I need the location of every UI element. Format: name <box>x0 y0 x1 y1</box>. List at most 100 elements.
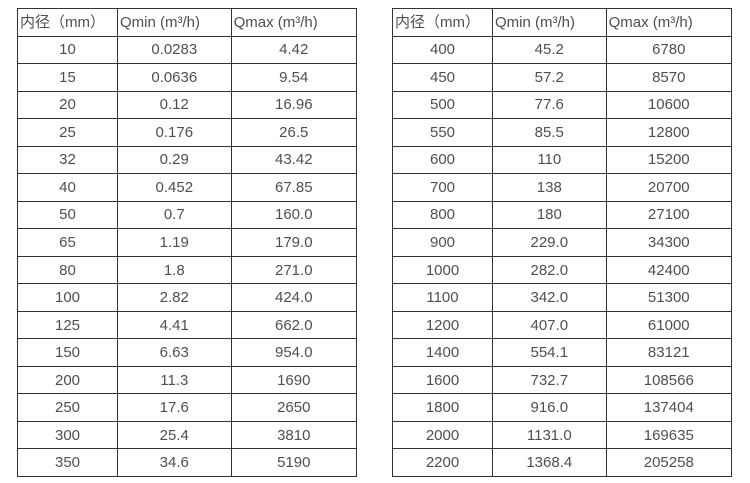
table-cell: 77.6 <box>492 90 607 120</box>
table-row: 65 1.19 179.0 <box>17 228 358 257</box>
table-row: 1600 732.7 108566 <box>392 365 733 395</box>
column-header: Qmin (m³/h) <box>492 8 607 37</box>
table-cell: 2650 <box>230 393 358 422</box>
header-row: 内径（mm） Qmin (m³/h) Qmax (m³/h) <box>17 8 358 37</box>
table-cell: 954.0 <box>230 338 358 367</box>
table-cell: 20700 <box>605 173 733 202</box>
table-cell: 0.0636 <box>117 63 232 92</box>
table-row: 1800 916.0 137404 <box>392 393 733 422</box>
table-cell: 180 <box>492 200 607 230</box>
table-cell: 10 <box>17 35 118 65</box>
table-cell: 550 <box>392 118 493 147</box>
table-cell: 1800 <box>392 393 493 422</box>
table-cell: 1368.4 <box>492 448 607 477</box>
table-row: 800 180 27100 <box>392 200 733 230</box>
table-cell: 179.0 <box>230 228 358 257</box>
table-cell: 6780 <box>605 35 733 65</box>
table-cell: 43.42 <box>230 145 358 175</box>
table-cell: 300 <box>17 420 118 450</box>
table-cell: 160.0 <box>230 200 358 230</box>
table-cell: 554.1 <box>492 338 607 367</box>
table-cell: 61000 <box>605 310 733 340</box>
table-cell: 27100 <box>605 200 733 230</box>
table-cell: 1100 <box>392 283 493 312</box>
table-cell: 67.85 <box>230 173 358 202</box>
table-cell: 0.0283 <box>117 35 232 65</box>
table-cell: 51300 <box>605 283 733 312</box>
table-row: 900 229.0 34300 <box>392 228 733 257</box>
table-cell: 137404 <box>605 393 733 422</box>
table-cell: 1600 <box>392 365 493 395</box>
table-cell: 2000 <box>392 420 493 450</box>
table-cell: 0.29 <box>117 145 232 175</box>
table-cell: 10600 <box>605 90 733 120</box>
table-cell: 25.4 <box>117 420 232 450</box>
table-row: 500 77.6 10600 <box>392 90 733 120</box>
table-cell: 108566 <box>605 365 733 395</box>
table-row: 250 17.6 2650 <box>17 393 358 422</box>
table-row: 300 25.4 3810 <box>17 420 358 450</box>
table-row: 50 0.7 160.0 <box>17 200 358 230</box>
table-cell: 65 <box>17 228 118 257</box>
table-cell: 4.41 <box>117 310 232 340</box>
table-cell: 800 <box>392 200 493 230</box>
table-cell: 110 <box>492 145 607 175</box>
table-cell: 407.0 <box>492 310 607 340</box>
table-cell: 34300 <box>605 228 733 257</box>
table-cell: 424.0 <box>230 283 358 312</box>
table-row: 450 57.2 8570 <box>392 63 733 92</box>
table-row: 80 1.8 271.0 <box>17 255 358 285</box>
table-cell: 20 <box>17 90 118 120</box>
column-header: 内径（mm） <box>392 8 493 37</box>
table-cell: 0.7 <box>117 200 232 230</box>
table-cell: 11.3 <box>117 365 232 395</box>
table-cell: 1200 <box>392 310 493 340</box>
table-cell: 342.0 <box>492 283 607 312</box>
table-cell: 205258 <box>605 448 733 477</box>
table-row: 350 34.6 5190 <box>17 448 358 477</box>
table-cell: 400 <box>392 35 493 65</box>
table-cell: 34.6 <box>117 448 232 477</box>
table-row: 1100 342.0 51300 <box>392 283 733 312</box>
table-cell: 250 <box>17 393 118 422</box>
table-cell: 8570 <box>605 63 733 92</box>
table-cell: 5190 <box>230 448 358 477</box>
table-row: 400 45.2 6780 <box>392 35 733 65</box>
table-cell: 4.42 <box>230 35 358 65</box>
column-header: Qmax (m³/h) <box>230 8 358 37</box>
flow-table-large-diameters: 内径（mm） Qmin (m³/h) Qmax (m³/h) 400 45.2 6780 4… <box>392 8 733 477</box>
table-cell: 15200 <box>605 145 733 175</box>
table-row: 100 2.82 424.0 <box>17 283 358 312</box>
table-cell: 1000 <box>392 255 493 285</box>
table-cell: 25 <box>17 118 118 147</box>
table-cell: 9.54 <box>230 63 358 92</box>
table-row: 2000 1131.0 169635 <box>392 420 733 450</box>
table-row: 1200 407.0 61000 <box>392 310 733 340</box>
table-row: 15 0.0636 9.54 <box>17 63 358 92</box>
table-row: 600 110 15200 <box>392 145 733 175</box>
table-row: 200 11.3 1690 <box>17 365 358 395</box>
table-cell: 3810 <box>230 420 358 450</box>
table-cell: 900 <box>392 228 493 257</box>
table-cell: 150 <box>17 338 118 367</box>
table-cell: 0.452 <box>117 173 232 202</box>
table-cell: 57.2 <box>492 63 607 92</box>
table-cell: 15 <box>17 63 118 92</box>
table-cell: 26.5 <box>230 118 358 147</box>
column-header: 内径（mm） <box>17 8 118 37</box>
table-cell: 500 <box>392 90 493 120</box>
table-cell: 229.0 <box>492 228 607 257</box>
table-cell: 85.5 <box>492 118 607 147</box>
table-row: 32 0.29 43.42 <box>17 145 358 175</box>
table-cell: 125 <box>17 310 118 340</box>
table-cell: 2200 <box>392 448 493 477</box>
flow-table-small-diameters: 内径（mm） Qmin (m³/h) Qmax (m³/h) 10 0.0283 4.42… <box>17 8 358 477</box>
table-row: 150 6.63 954.0 <box>17 338 358 367</box>
table-cell: 32 <box>17 145 118 175</box>
table-cell: 1690 <box>230 365 358 395</box>
table-cell: 200 <box>17 365 118 395</box>
table-cell: 450 <box>392 63 493 92</box>
table-cell: 138 <box>492 173 607 202</box>
table-cell: 42400 <box>605 255 733 285</box>
table-cell: 600 <box>392 145 493 175</box>
